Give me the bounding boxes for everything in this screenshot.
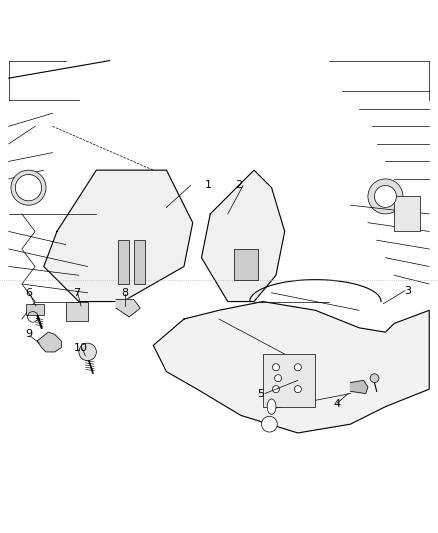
Polygon shape [37,332,61,352]
Circle shape [261,416,277,432]
Text: 5: 5 [257,389,264,399]
Circle shape [294,364,301,371]
Text: 4: 4 [334,399,341,409]
Text: 1: 1 [205,181,212,190]
Ellipse shape [267,399,276,414]
Circle shape [368,179,403,214]
Bar [234,249,258,280]
Circle shape [79,343,96,361]
Polygon shape [201,170,285,302]
Text: 8: 8 [121,288,128,298]
Polygon shape [44,170,193,302]
Text: 6: 6 [25,288,32,298]
Polygon shape [153,302,429,433]
Bar [26,304,44,314]
Circle shape [272,364,279,371]
Bar [394,197,420,231]
Bar [118,240,129,284]
Bar [134,240,145,284]
Circle shape [15,174,42,201]
Polygon shape [116,300,140,317]
Circle shape [11,170,46,205]
Text: 2: 2 [235,181,242,190]
Circle shape [374,185,396,207]
Circle shape [294,386,301,393]
Text: 7: 7 [73,288,80,298]
Circle shape [370,374,379,383]
Polygon shape [350,381,368,393]
Bar [66,302,88,321]
Circle shape [272,386,279,393]
Text: 3: 3 [404,286,411,296]
Text: 10: 10 [74,343,88,352]
Text: 9: 9 [25,329,32,340]
Bar [263,354,315,407]
Circle shape [275,375,282,382]
